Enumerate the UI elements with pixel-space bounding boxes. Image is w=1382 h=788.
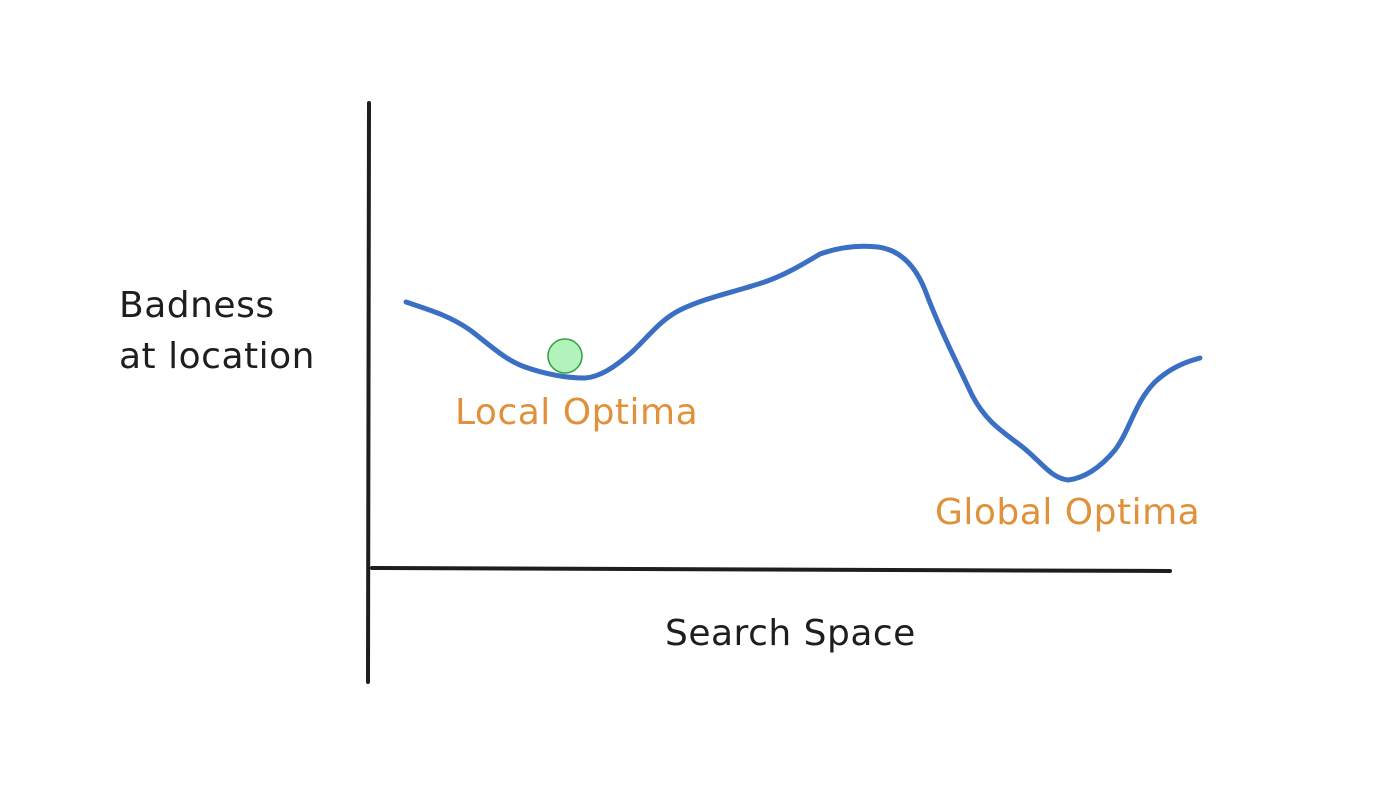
global-optima-label: Global Optima	[935, 492, 1200, 533]
y-axis-label-line2: at location	[119, 336, 315, 377]
y-axis-label-line1: Badness	[119, 285, 275, 326]
badness-curve	[403, 243, 1203, 483]
ball-marker	[547, 338, 583, 374]
local-optima-label: Local Optima	[455, 392, 698, 433]
x-axis-label: Search Space	[665, 613, 916, 654]
y-axis-line	[366, 101, 372, 684]
x-axis-line	[370, 566, 1172, 573]
